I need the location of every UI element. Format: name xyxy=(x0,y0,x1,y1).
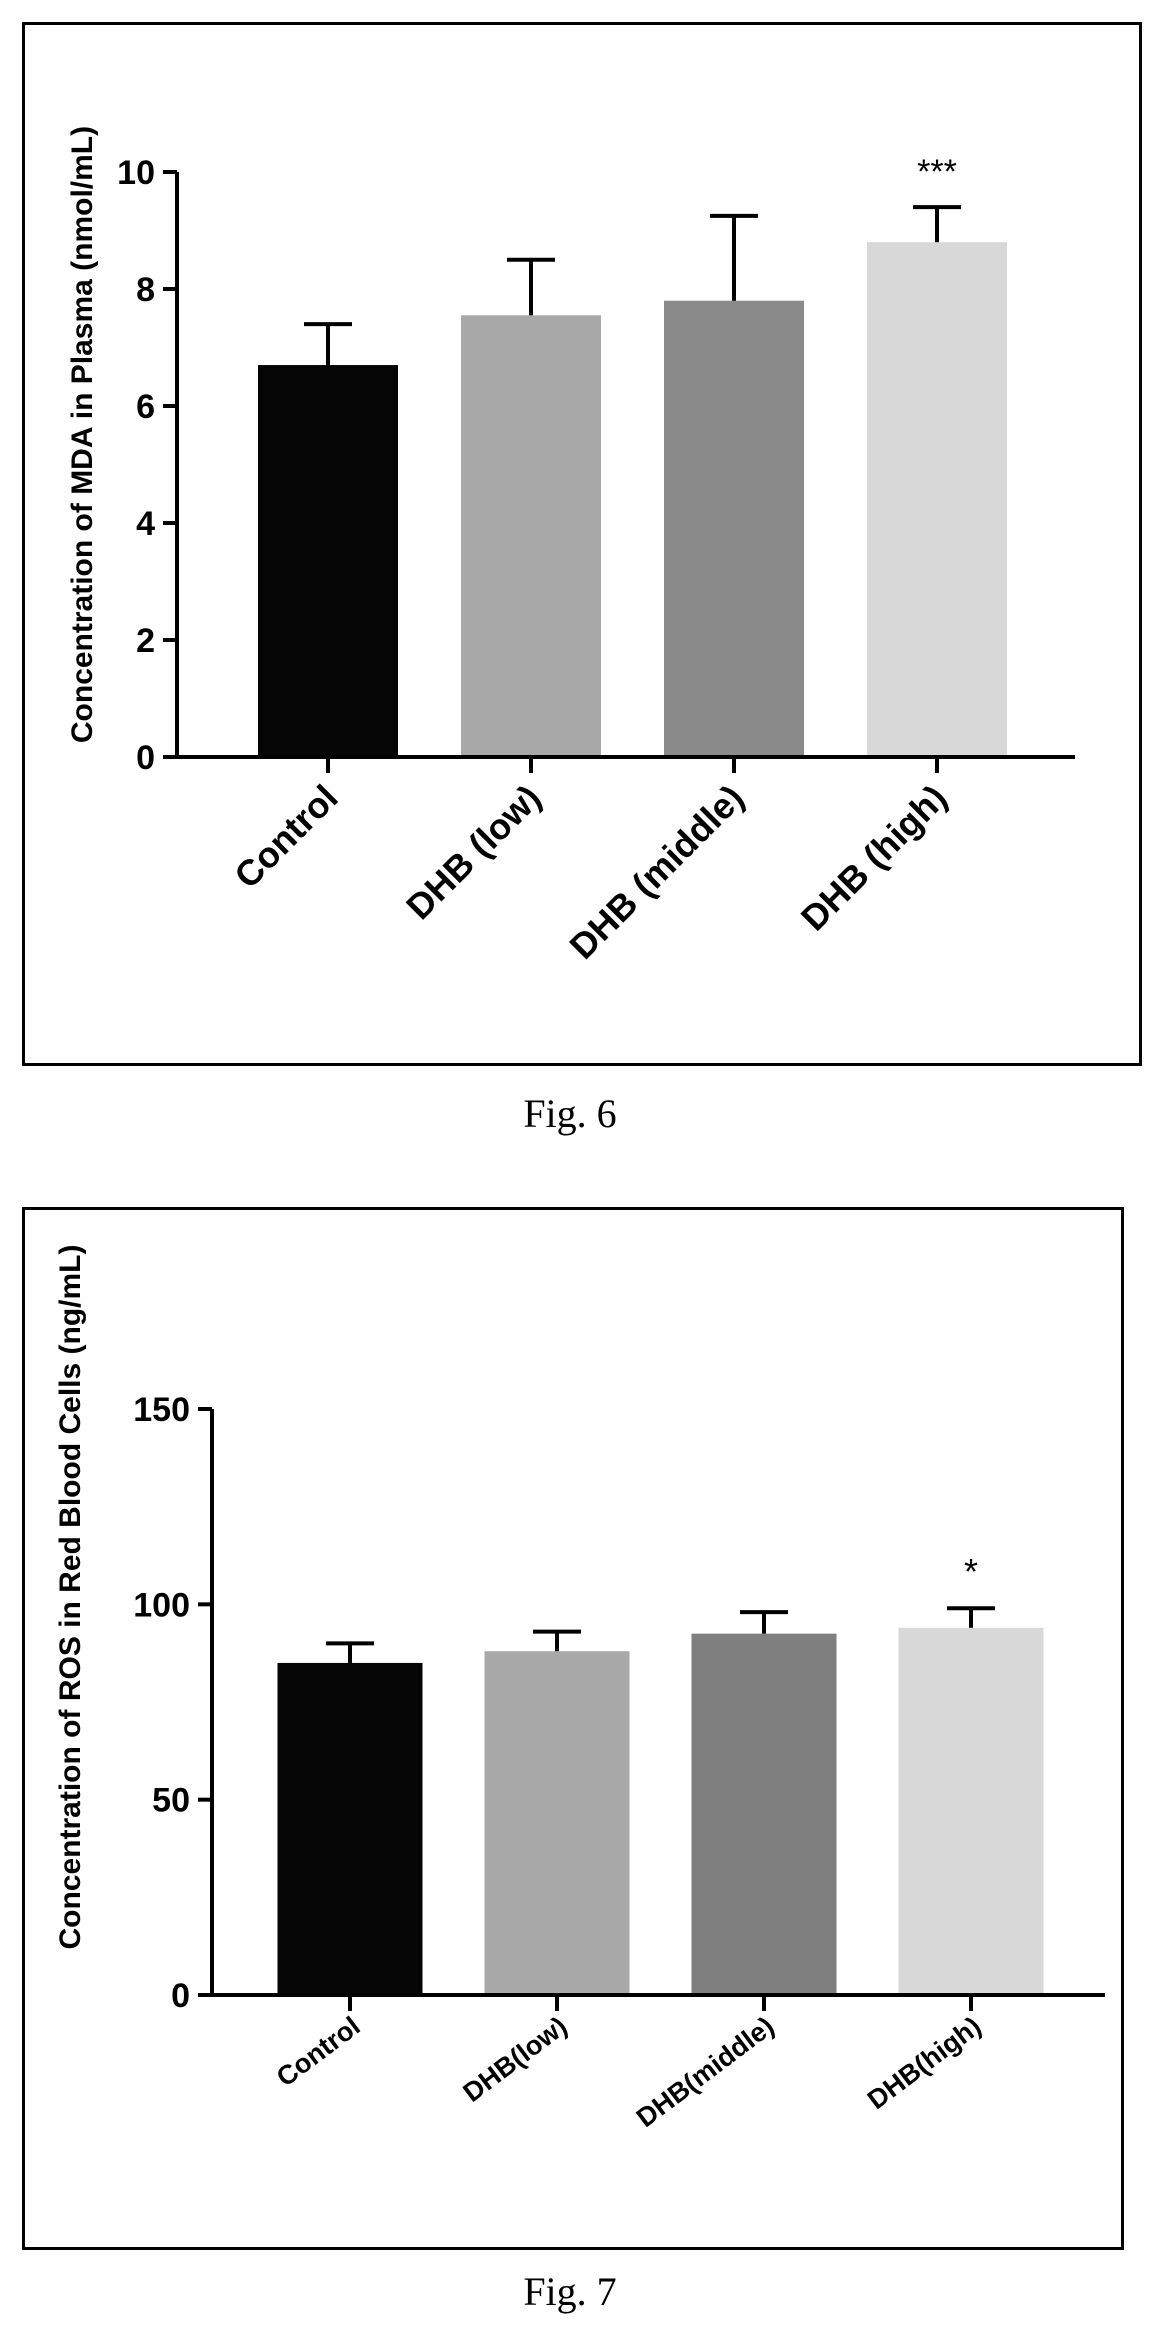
x-tick-label-3: DHB (middle) xyxy=(561,777,751,967)
y-tick-label-4: 150 xyxy=(133,1391,190,1429)
significance-mark-4: *** xyxy=(917,153,957,191)
bar-2 xyxy=(461,315,601,757)
figure-6-caption: Fig. 6 xyxy=(523,1091,617,1136)
y-axis-label: Concentration of ROS in Red Blood Cells … xyxy=(54,1245,87,1950)
x-tick-label-4: DHB (high) xyxy=(793,777,955,939)
bar-4 xyxy=(867,242,1007,757)
x-tick-label-3: DHB(middle) xyxy=(631,2011,780,2133)
bar-3 xyxy=(691,1633,837,1995)
y-tick-label-4: 6 xyxy=(136,388,155,426)
y-tick-label-2: 50 xyxy=(152,1782,190,1820)
figure-7-caption: Fig. 7 xyxy=(523,2269,617,2314)
y-tick-label-6: 10 xyxy=(117,154,155,192)
y-tick-label-3: 4 xyxy=(136,505,155,543)
bar-2 xyxy=(484,1651,630,1995)
y-tick-label-1: 0 xyxy=(171,1977,190,2015)
y-tick-label-3: 100 xyxy=(133,1586,190,1624)
x-tick-label-2: DHB (low) xyxy=(398,777,549,928)
bar-1 xyxy=(277,1662,423,1995)
bar-4 xyxy=(898,1627,1044,1995)
x-tick-label-1: Control xyxy=(226,777,345,896)
x-tick-label-1: Control xyxy=(271,2011,366,2093)
y-tick-label-5: 8 xyxy=(136,271,155,309)
y-tick-label-2: 2 xyxy=(136,622,155,660)
bar-3 xyxy=(664,300,804,757)
x-tick-label-4: DHB(high) xyxy=(862,2011,987,2115)
bar-1 xyxy=(258,365,398,757)
y-tick-label-1: 0 xyxy=(136,739,155,777)
y-axis-label: Concentration of MDA in Plasma (nmol/mL) xyxy=(66,126,99,743)
significance-mark-4: * xyxy=(964,1551,978,1592)
x-tick-label-2: DHB(low) xyxy=(458,2011,573,2108)
